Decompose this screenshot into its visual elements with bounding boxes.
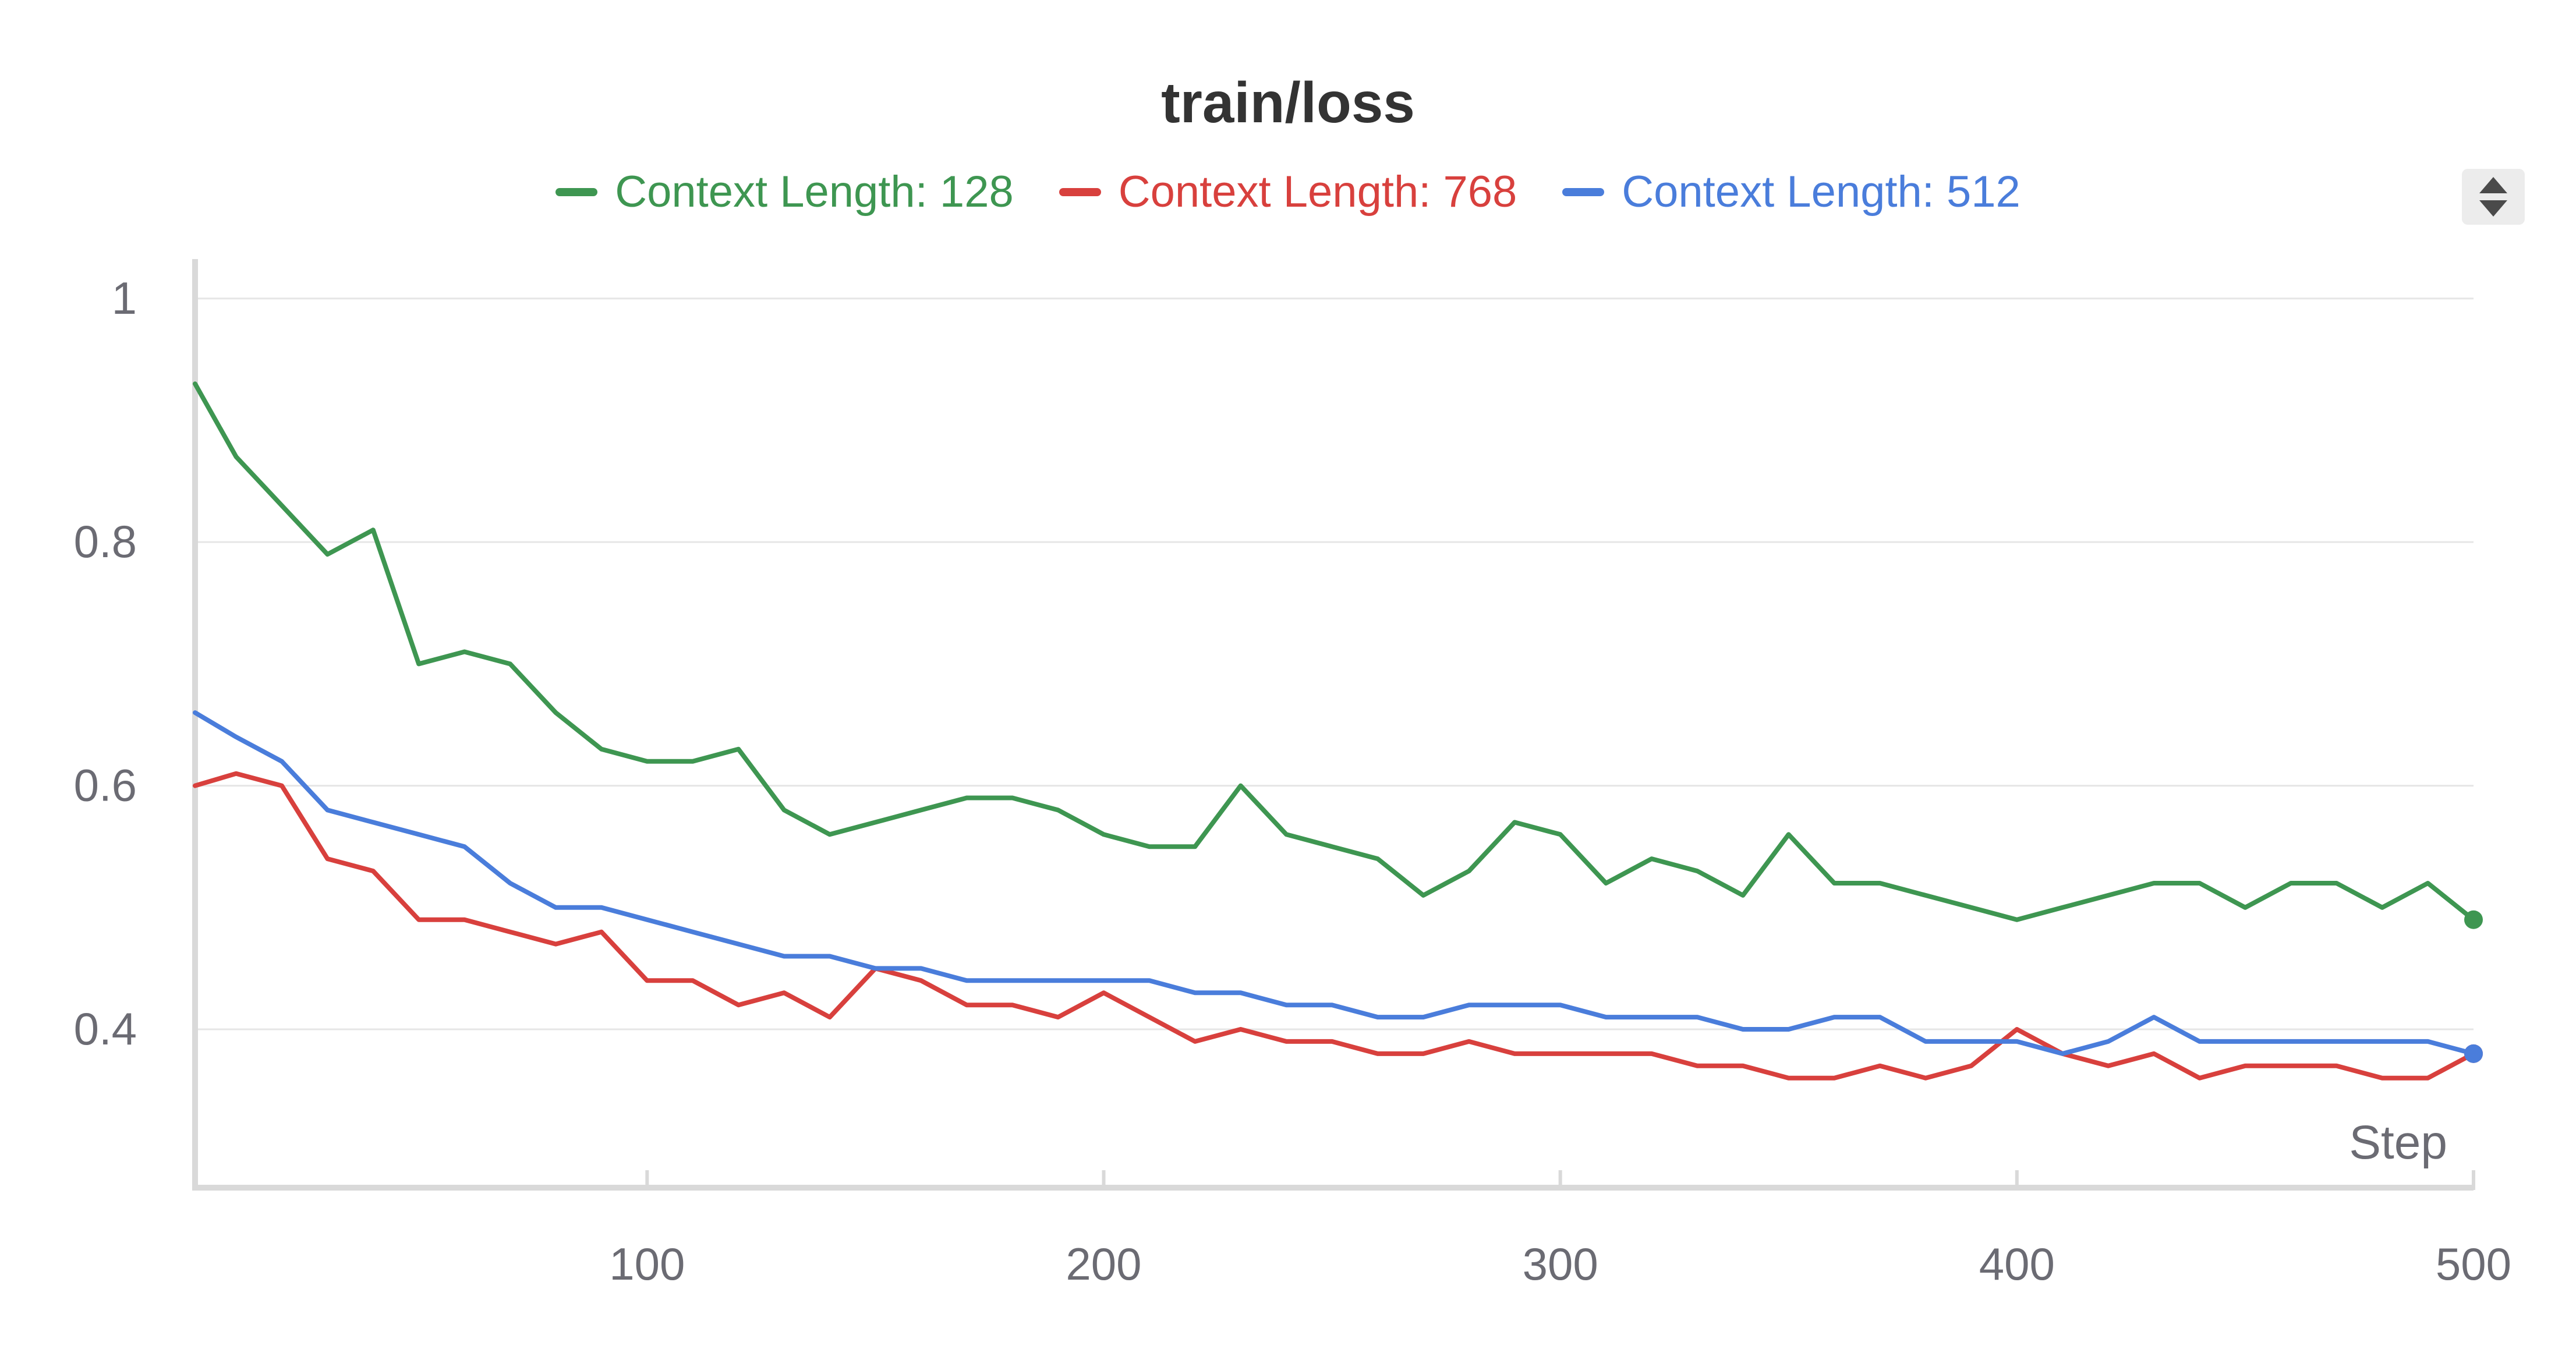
series-1 <box>193 771 2483 1081</box>
series-line-1 <box>193 771 2476 1081</box>
series-0 <box>193 381 2483 929</box>
legend-swatch-series-1 <box>1059 187 1101 196</box>
legend-swatch-series-0 <box>555 187 598 196</box>
legend-label-series-0: Context Length: 128 <box>615 167 1014 217</box>
x-tick-label: 200 <box>1066 1238 1141 1290</box>
legend-item-series-1[interactable]: Context Length: 768 <box>1059 167 1517 217</box>
x-tick-label: 400 <box>1979 1238 2055 1290</box>
legend-item-series-2[interactable]: Context Length: 512 <box>1562 167 2021 217</box>
legend-swatch-series-2 <box>1562 187 1605 196</box>
chevron-updown-icon <box>2479 177 2507 217</box>
series-end-marker-0 <box>2464 910 2483 929</box>
legend-item-series-0[interactable]: Context Length: 128 <box>555 167 1014 217</box>
y-tick-label: 0.4 <box>74 1003 137 1054</box>
series-2 <box>193 710 2483 1063</box>
x-tick-label: 300 <box>1523 1238 1598 1290</box>
x-tick-label: 100 <box>609 1238 685 1290</box>
y-tick-label: 0.6 <box>74 760 137 811</box>
y-tick-label: 0.8 <box>74 516 137 567</box>
x-tick-label: 500 <box>2436 1238 2511 1290</box>
legend: Context Length: 128 Context Length: 768 … <box>0 167 2576 217</box>
y-tick-label: 1 <box>112 272 137 324</box>
series-line-0 <box>193 381 2476 922</box>
x-axis-title: Step <box>2349 1116 2447 1169</box>
legend-label-series-1: Context Length: 768 <box>1118 167 1517 217</box>
legend-label-series-2: Context Length: 512 <box>1622 167 2021 217</box>
series-end-marker-2 <box>2464 1044 2483 1063</box>
chart-title: train/loss <box>1161 70 1415 134</box>
legend-scroll-toggle[interactable] <box>2462 169 2525 225</box>
series-line-2 <box>193 710 2476 1056</box>
